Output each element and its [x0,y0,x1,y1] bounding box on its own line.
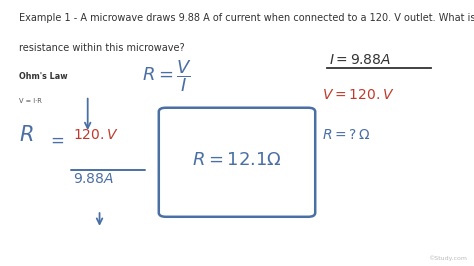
Text: $\mathit{R}{=}{?}\,\Omega$: $\mathit{R}{=}{?}\,\Omega$ [322,128,371,142]
Text: Example 1 - A microwave draws 9.88 A of current when connected to a 120. V outle: Example 1 - A microwave draws 9.88 A of … [19,13,474,23]
Text: resistance within this microwave?: resistance within this microwave? [19,43,184,53]
Text: $\mathit{R} = 12.1\Omega$: $\mathit{R} = 12.1\Omega$ [192,151,282,169]
Text: $\mathit{I}{=}9.88A$: $\mathit{I}{=}9.88A$ [329,53,392,67]
Text: ©Study.com: ©Study.com [428,255,467,261]
Text: V = I·R: V = I·R [19,98,42,105]
FancyBboxPatch shape [159,108,315,217]
Text: $=$: $=$ [47,130,65,148]
Text: $\mathit{120.V}$: $\mathit{120.V}$ [73,128,119,142]
Text: $\mathit{V}{=}120.V$: $\mathit{V}{=}120.V$ [322,88,395,102]
Text: $\mathit{R}$: $\mathit{R}$ [19,125,34,145]
Text: $\mathit{9.88A}$: $\mathit{9.88A}$ [73,172,115,186]
Text: $\mathit{R} = \dfrac{V}{I}$: $\mathit{R} = \dfrac{V}{I}$ [142,59,192,94]
Text: Ohm's Law: Ohm's Law [19,72,68,81]
